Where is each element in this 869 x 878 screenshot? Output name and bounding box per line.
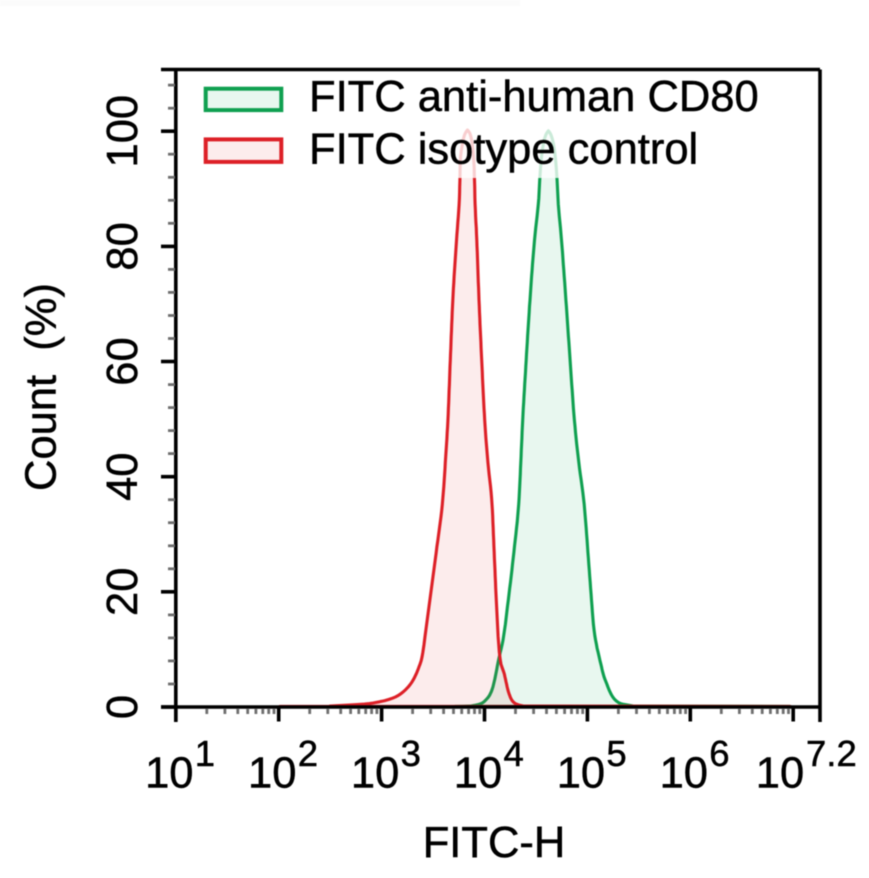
svg-text:60: 60 (99, 337, 147, 385)
svg-text:10: 10 (248, 750, 296, 798)
svg-text:80: 80 (99, 222, 147, 270)
svg-text:4: 4 (504, 733, 524, 774)
svg-text:20: 20 (99, 568, 147, 616)
svg-text:0: 0 (99, 695, 147, 719)
svg-text:10: 10 (660, 750, 708, 798)
svg-text:3: 3 (401, 733, 421, 774)
svg-text:10: 10 (557, 750, 605, 798)
svg-text:10: 10 (756, 750, 804, 798)
svg-text:100: 100 (99, 95, 147, 168)
svg-text:7.2: 7.2 (806, 733, 857, 774)
svg-text:10: 10 (351, 750, 399, 798)
svg-text:FITC isotype control: FITC isotype control (309, 126, 698, 174)
svg-text:10: 10 (454, 750, 502, 798)
svg-text:40: 40 (99, 453, 147, 501)
svg-text:5: 5 (606, 733, 626, 774)
svg-text:1: 1 (195, 733, 215, 774)
svg-text:6: 6 (709, 733, 729, 774)
svg-text:10: 10 (145, 750, 193, 798)
svg-text:FITC anti-human CD80: FITC anti-human CD80 (309, 73, 759, 121)
svg-text:FITC-H: FITC-H (423, 819, 566, 867)
svg-text:2: 2 (298, 733, 318, 774)
svg-text:Count (%): Count (%) (18, 283, 66, 491)
